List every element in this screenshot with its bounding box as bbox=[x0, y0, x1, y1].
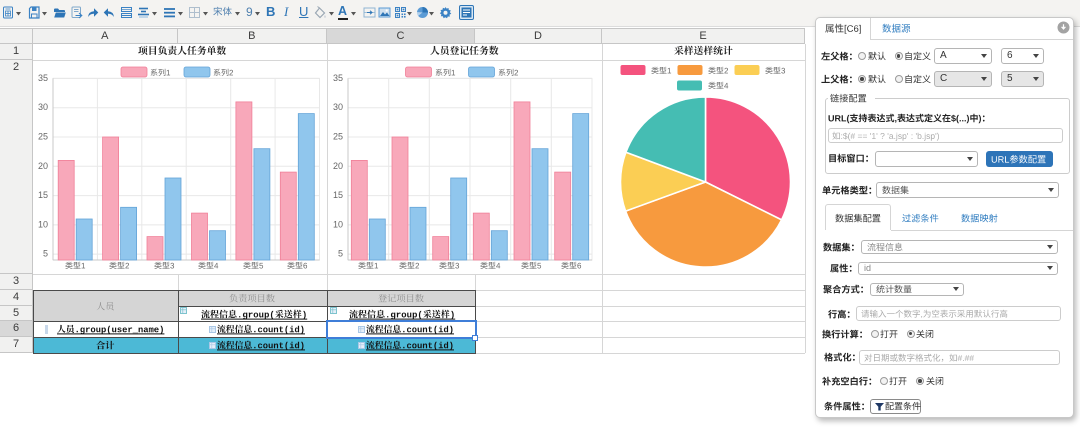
svg-text:30: 30 bbox=[38, 102, 48, 112]
svg-text:10: 10 bbox=[38, 219, 48, 229]
svg-text:20: 20 bbox=[333, 160, 343, 170]
svg-text:10: 10 bbox=[333, 219, 343, 229]
svg-text:5: 5 bbox=[338, 248, 343, 258]
svg-text:35: 35 bbox=[333, 72, 343, 82]
svg-text:5: 5 bbox=[43, 248, 48, 258]
svg-text:35: 35 bbox=[38, 72, 48, 82]
svg-text:15: 15 bbox=[333, 190, 343, 200]
svg-text:15: 15 bbox=[38, 190, 48, 200]
svg-text:25: 25 bbox=[333, 131, 343, 141]
svg-text:20: 20 bbox=[38, 160, 48, 170]
svg-text:25: 25 bbox=[38, 131, 48, 141]
svg-text:30: 30 bbox=[333, 102, 343, 112]
